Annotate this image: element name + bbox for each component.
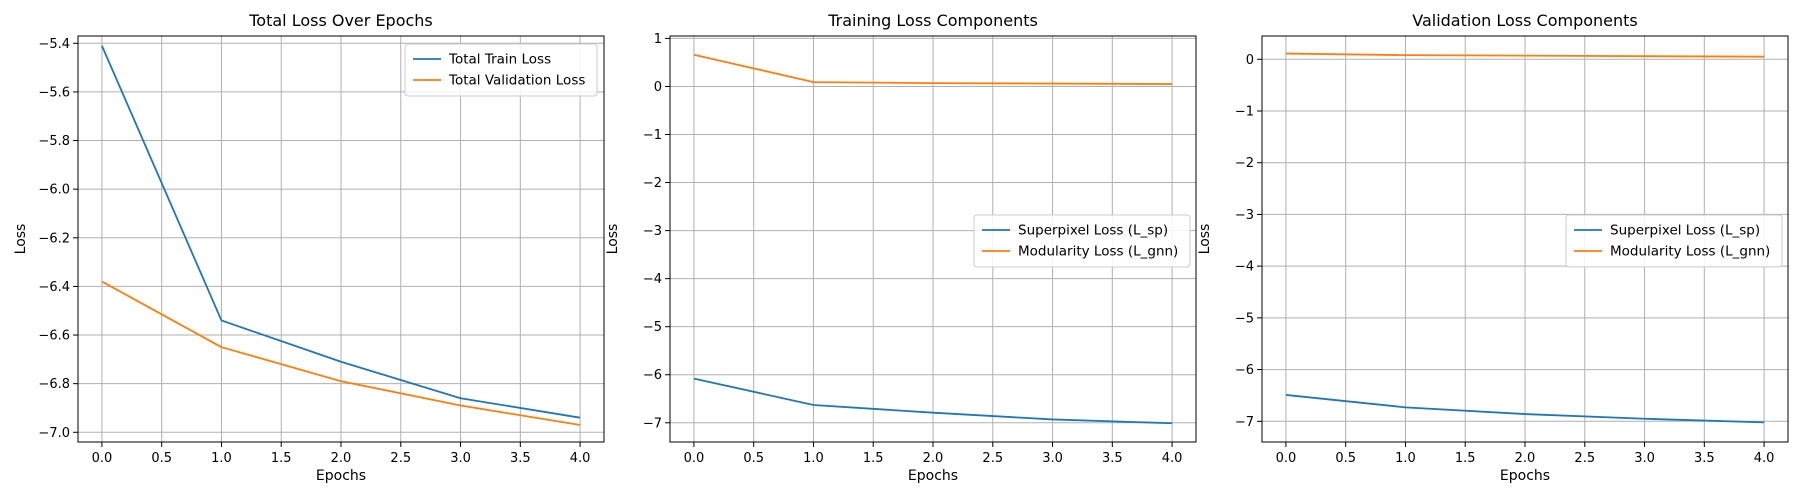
y-tick-label: −3 (1235, 208, 1254, 223)
x-tick-label: 3.0 (1634, 451, 1655, 466)
x-tick-label: 3.0 (450, 451, 471, 466)
chart-title: Validation Loss Components (1412, 11, 1638, 30)
chart-panel-3: 0.0 0.5 1.0 1.5 2.0 2.5 3.0 3.5 4.0 0 −1 −2 −3 −4 −5 −6… (1197, 11, 1789, 484)
x-tick-label: 2.0 (1515, 451, 1536, 466)
legend-box (973, 214, 1191, 268)
y-axis-label: Loss (605, 224, 621, 255)
y-tick-label: −1 (643, 128, 662, 143)
x-tick-label: 4.0 (570, 451, 591, 466)
y-tick-label: −7.0 (38, 426, 70, 441)
x-tick-label: 2.5 (390, 451, 411, 466)
y-tick-label: −5.6 (38, 85, 70, 100)
y-tick-label: −6.8 (38, 377, 70, 392)
x-tick-label: 3.0 (1042, 451, 1063, 466)
x-tick-label: 3.5 (1102, 451, 1123, 466)
legend-label: Superpixel Loss (L_sp) (1610, 223, 1760, 239)
legend: Total Train Loss Total Validation Loss (404, 43, 598, 97)
x-tick-label: 4.0 (1162, 451, 1183, 466)
x-tick-label: 0.0 (92, 451, 113, 466)
y-tick-label: −6.6 (38, 329, 70, 344)
x-tick-label: 1.5 (1455, 451, 1476, 466)
legend: Superpixel Loss (L_sp) Modularity Loss (L… (1565, 214, 1783, 268)
y-tick-label: −6.2 (38, 231, 70, 246)
y-tick-label: −3 (643, 224, 662, 239)
y-tick-label: −7 (643, 416, 662, 431)
x-tick-label: 2.0 (331, 451, 352, 466)
x-tick-label: 1.5 (271, 451, 292, 466)
x-tick-label: 1.0 (1395, 451, 1416, 466)
y-tick-label: −6.4 (38, 280, 70, 295)
legend-label: Superpixel Loss (L_sp) (1018, 223, 1168, 239)
legend-box (1565, 214, 1783, 268)
x-tick-label: 3.5 (1694, 451, 1715, 466)
y-tick-label: −4 (643, 272, 662, 287)
y-tick-label: −6 (1235, 363, 1254, 378)
y-axis-label: Loss (13, 224, 29, 255)
legend-box (404, 43, 598, 97)
legend-label: Modularity Loss (L_gnn) (1610, 244, 1770, 260)
chart-panel-1: 0.0 0.5 1.0 1.5 2.0 2.5 3.0 3.5 4.0 −5.4 −5.6 −5.8 −… (13, 11, 605, 484)
y-tick-label: −5 (643, 320, 662, 335)
x-tick-label: 2.5 (982, 451, 1003, 466)
x-tick-label: 0.5 (743, 451, 764, 466)
legend: Superpixel Loss (L_sp) Modularity Loss (L… (973, 214, 1191, 268)
y-tick-label: 0 (1246, 53, 1254, 68)
y-axis-label: Loss (1197, 224, 1213, 255)
y-tick-label: 1 (654, 32, 662, 47)
chart-title: Training Loss Components (827, 11, 1038, 30)
y-tick-label: −5.8 (38, 134, 70, 149)
chart-panel-2: 0.0 0.5 1.0 1.5 2.0 2.5 3.0 3.5 4.0 1 0 −1 −2 −3 −4 −5 −… (605, 11, 1197, 484)
y-tick-label: −1 (1235, 104, 1254, 119)
x-axis-label: Epochs (1500, 468, 1550, 484)
y-tick-label: −4 (1235, 260, 1254, 275)
y-tick-label: −7 (1235, 415, 1254, 430)
x-tick-label: 1.5 (863, 451, 884, 466)
x-tick-label: 1.0 (211, 451, 232, 466)
x-tick-label: 0.0 (684, 451, 705, 466)
x-tick-label: 4.0 (1754, 451, 1775, 466)
x-tick-label: 2.0 (923, 451, 944, 466)
y-tick-label: −5.4 (38, 37, 70, 52)
x-tick-label: 0.0 (1276, 451, 1297, 466)
legend-label: Total Train Loss (448, 52, 551, 68)
y-tick-label: −6 (643, 368, 662, 383)
x-tick-label: 3.5 (510, 451, 531, 466)
y-tick-label: 0 (654, 80, 662, 95)
legend-label: Modularity Loss (L_gnn) (1018, 244, 1178, 260)
y-tick-label: −2 (1235, 156, 1254, 171)
y-tick-label: −6.0 (38, 183, 70, 198)
chart-title: Total Loss Over Epochs (248, 11, 433, 30)
x-axis-label: Epochs (316, 468, 366, 484)
x-tick-label: 1.0 (803, 451, 824, 466)
x-tick-label: 0.5 (1335, 451, 1356, 466)
y-tick-label: −5 (1235, 311, 1254, 326)
x-tick-label: 0.5 (151, 451, 172, 466)
legend-label: Total Validation Loss (448, 73, 585, 89)
x-tick-label: 2.5 (1574, 451, 1595, 466)
y-tick-label: −2 (643, 176, 662, 191)
x-axis-label: Epochs (908, 468, 958, 484)
